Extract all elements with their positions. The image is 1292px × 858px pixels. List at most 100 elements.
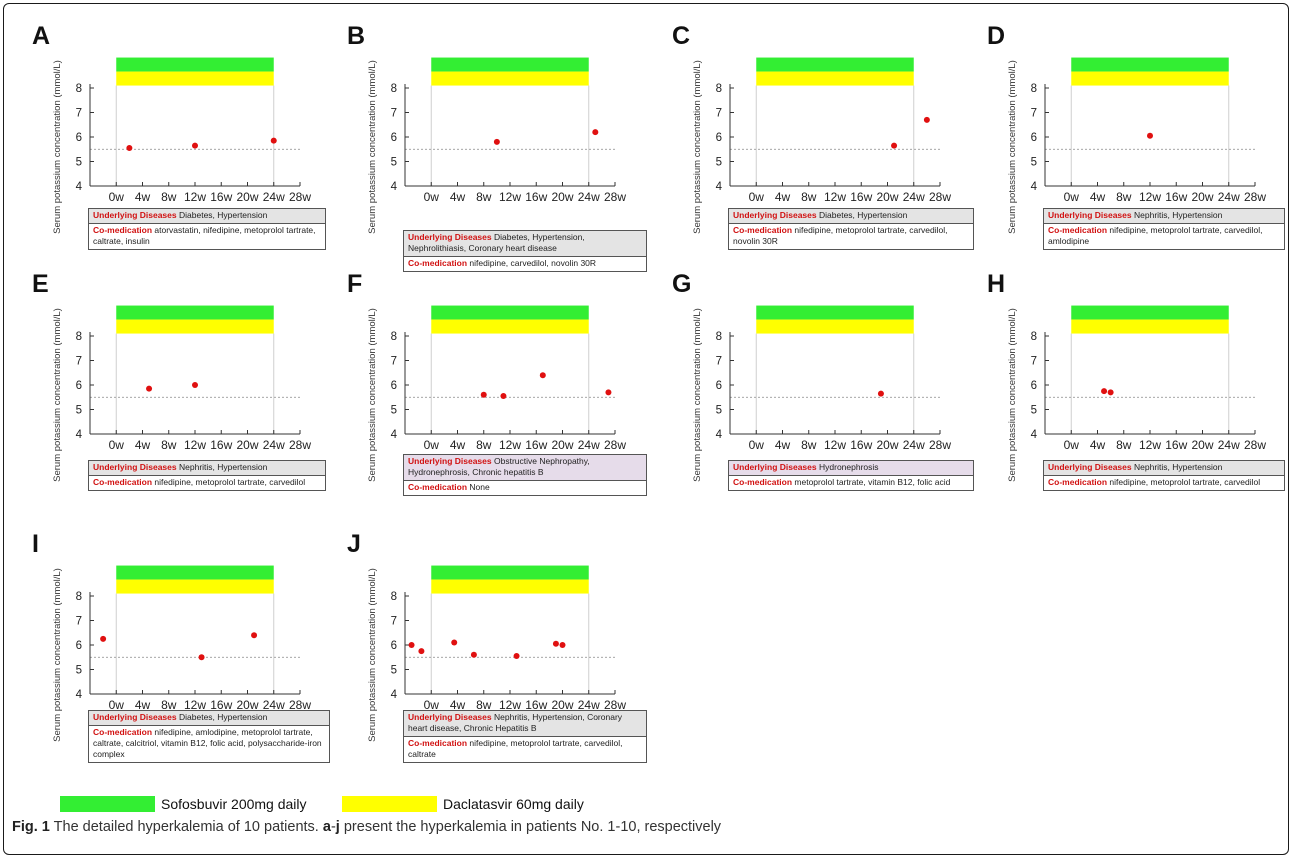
- x-tick-label: 28w: [1244, 438, 1266, 452]
- figure-caption: Fig. 1 The detailed hyperkalemia of 10 p…: [12, 819, 721, 835]
- x-tick-label: 20w: [1191, 190, 1213, 204]
- y-tick-label: 8: [1031, 331, 1037, 343]
- underlying-diseases-row: Underlying Diseases Nephritis, Hypertens…: [1044, 461, 1284, 476]
- caption-bold-a: a: [322, 819, 331, 835]
- x-tick-label: 12w: [184, 698, 206, 712]
- underlying-diseases-value: Diabetes, Hypertension, Nephrolithiasis,…: [408, 232, 585, 253]
- plot-svg: 4 5 6 7 8 0w 4w 8w 12w 16w 20w 24w 28w Serum potassiu…: [52, 565, 311, 742]
- sofosbuvir-bar: [1071, 305, 1229, 320]
- daclatasvir-bar: [1071, 71, 1229, 86]
- daclatasvir-bar: [756, 71, 914, 86]
- panel-e: E 4 5 6 7 8 0w 4w 8w 12w 16w 20w 24w 28w Serum potassi…: [30, 270, 330, 520]
- y-tick-label: 6: [716, 132, 722, 144]
- y-tick-label: 6: [391, 380, 397, 392]
- y-tick-label: 5: [716, 405, 722, 417]
- x-tick-label: 24w: [903, 438, 925, 452]
- x-tick-label: 4w: [450, 438, 466, 452]
- underlying-diseases-value: Diabetes, Hypertension: [819, 210, 908, 220]
- co-medication-row: Co-medication nifedipine, metoprolol tar…: [1044, 476, 1284, 490]
- x-tick-label: 0w: [424, 438, 440, 452]
- y-tick-label: 6: [1031, 132, 1037, 144]
- x-tick-label: 24w: [578, 438, 600, 452]
- x-tick-label: 28w: [604, 438, 626, 452]
- plot-svg: 4 5 6 7 8 0w 4w 8w 12w 16w 20w 24w 28w Serum potassiu…: [1007, 57, 1266, 234]
- plot-svg: 4 5 6 7 8 0w 4w 8w 12w 16w 20w 24w 28w Serum potassiu…: [692, 57, 951, 234]
- x-tick-label: 12w: [499, 698, 521, 712]
- data-point: [1101, 388, 1108, 395]
- co-medication-row: Co-medication metoprolol tartrate, vitam…: [729, 476, 973, 490]
- legend-swatch-sofosbuvir: [60, 796, 155, 812]
- x-tick-label: 28w: [1244, 190, 1266, 204]
- underlying-diseases-key: Underlying Diseases: [408, 232, 492, 242]
- underlying-diseases-key: Underlying Diseases: [408, 712, 492, 722]
- y-tick-label: 6: [391, 132, 397, 144]
- co-medication-key: Co-medication: [408, 482, 468, 492]
- co-medication-key: Co-medication: [733, 225, 793, 235]
- sofosbuvir-bar: [431, 57, 589, 72]
- x-tick-label: 0w: [424, 698, 440, 712]
- y-tick-label: 5: [391, 405, 397, 417]
- co-medication-row: Co-medication nifedipine, metoprolol tar…: [404, 737, 646, 762]
- co-medication-row: Co-medication nifedipine, amlodipine, me…: [89, 726, 329, 762]
- co-medication-row: Co-medication None: [404, 481, 646, 495]
- x-tick-label: 0w: [109, 698, 125, 712]
- underlying-diseases-row: Underlying Diseases Diabetes, Hypertensi…: [89, 209, 325, 224]
- x-tick-label: 24w: [1218, 438, 1240, 452]
- patient-info-box: Underlying Diseases Nephritis, Hypertens…: [88, 460, 326, 491]
- y-tick-label: 8: [76, 331, 82, 343]
- x-tick-label: 24w: [1218, 190, 1240, 204]
- y-tick-label: 5: [76, 157, 82, 169]
- data-point: [480, 391, 487, 398]
- x-tick-label: 8w: [161, 190, 177, 204]
- x-tick-label: 4w: [135, 698, 151, 712]
- x-tick-label: 20w: [876, 190, 898, 204]
- x-tick-label: 16w: [525, 190, 547, 204]
- y-tick-label: 5: [76, 665, 82, 677]
- data-point: [146, 385, 153, 392]
- x-tick-label: 28w: [604, 698, 626, 712]
- underlying-diseases-key: Underlying Diseases: [93, 712, 177, 722]
- x-tick-label: 4w: [775, 438, 791, 452]
- panel-letter: J: [347, 530, 361, 558]
- plot-svg: 4 5 6 7 8 0w 4w 8w 12w 16w 20w 24w 28w Serum potassiu…: [52, 305, 311, 482]
- panel-letter: G: [672, 270, 692, 298]
- data-point: [552, 640, 559, 647]
- data-point: [126, 145, 133, 152]
- underlying-diseases-key: Underlying Diseases: [733, 462, 817, 472]
- y-axis-label: Serum potassium concentration (mmol/L): [367, 568, 378, 742]
- data-point: [513, 653, 520, 660]
- caption-bold-j: j: [335, 819, 340, 835]
- underlying-diseases-row: Underlying Diseases Nephritis, Hypertens…: [89, 461, 325, 476]
- x-tick-label: 16w: [850, 190, 872, 204]
- x-tick-label: 28w: [289, 438, 311, 452]
- patient-info-box: Underlying Diseases Hydronephrosis Co-med…: [728, 460, 974, 491]
- co-medication-key: Co-medication: [93, 477, 153, 487]
- plot-svg: 4 5 6 7 8 0w 4w 8w 12w 16w 20w 24w 28w Serum potassiu…: [367, 305, 626, 482]
- data-point: [500, 393, 507, 400]
- co-medication-value: nifedipine, metoprolol tartrate, carvedi…: [1109, 477, 1261, 487]
- sofosbuvir-bar: [431, 305, 589, 320]
- data-point: [493, 138, 500, 145]
- patient-info-box: Underlying Diseases Nephritis, Hypertens…: [1043, 208, 1285, 250]
- data-point: [451, 639, 458, 646]
- x-tick-label: 20w: [236, 698, 258, 712]
- co-medication-value: nifedipine, metoprolol tartrate, carvedi…: [1048, 225, 1263, 246]
- x-tick-label: 16w: [525, 438, 547, 452]
- data-point: [408, 642, 415, 648]
- panel-f: F 4 5 6 7 8 0w 4w 8w 12w 16w 20w 24w 28w Serum potassi…: [345, 270, 647, 520]
- x-tick-label: 24w: [263, 698, 285, 712]
- x-tick-label: 28w: [929, 190, 951, 204]
- y-tick-label: 5: [1031, 405, 1037, 417]
- panel-letter: H: [987, 270, 1006, 298]
- panel-letter: E: [32, 270, 49, 298]
- panel-h: H 4 5 6 7 8 0w 4w 8w 12w 16w 20w 24w 28w Serum potassi…: [985, 270, 1285, 520]
- panel-letter: A: [32, 22, 51, 50]
- legend-label-sofosbuvir: Sofosbuvir 200mg daily: [161, 796, 307, 812]
- x-tick-label: 28w: [604, 190, 626, 204]
- co-medication-value: nifedipine, metoprolol tartrate, carvedi…: [733, 225, 948, 246]
- y-tick-label: 4: [1031, 429, 1038, 441]
- x-tick-label: 8w: [161, 438, 177, 452]
- x-tick-label: 16w: [850, 438, 872, 452]
- co-medication-value: None: [469, 482, 490, 492]
- y-tick-label: 8: [391, 83, 397, 95]
